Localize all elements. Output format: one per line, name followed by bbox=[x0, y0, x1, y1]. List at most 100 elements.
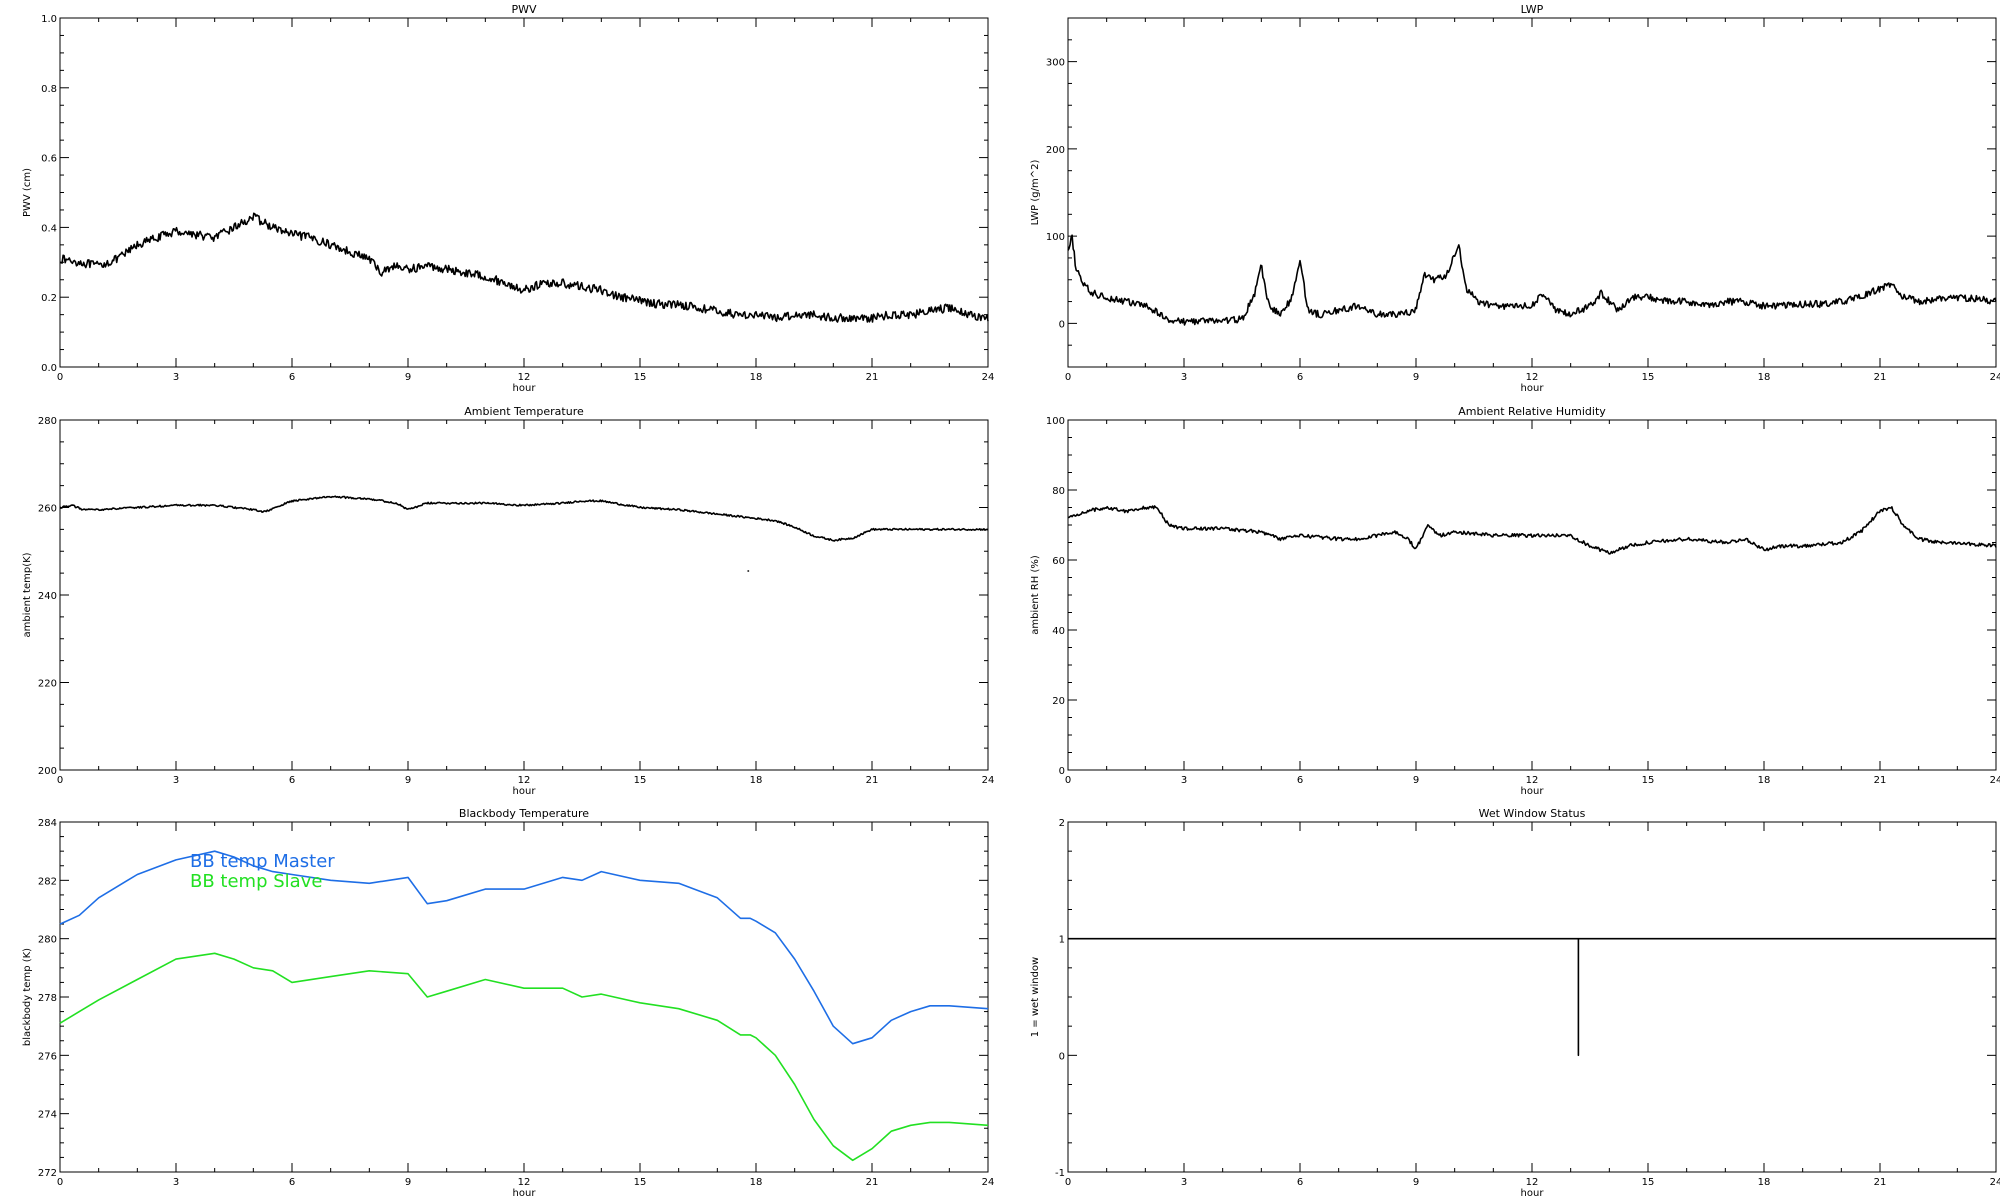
x-tick-label: 24 bbox=[982, 1177, 995, 1188]
y-tick-label: 272 bbox=[38, 1168, 57, 1179]
y-tick-label: 80 bbox=[1052, 486, 1065, 497]
chart-title: Wet Window Status bbox=[1479, 807, 1586, 820]
chart-title: LWP bbox=[1521, 3, 1544, 16]
y-tick-label: 20 bbox=[1052, 696, 1065, 707]
x-tick-label: 21 bbox=[1874, 1177, 1887, 1188]
y-tick-label: 280 bbox=[38, 416, 57, 427]
x-axis-label: hour bbox=[1521, 1188, 1545, 1199]
x-tick-label: 0 bbox=[1065, 775, 1071, 786]
x-tick-label: 3 bbox=[1181, 1177, 1187, 1188]
x-tick-label: 18 bbox=[1758, 1177, 1771, 1188]
x-tick-label: 15 bbox=[634, 1177, 647, 1188]
chart-ambient-relative-humidity: Ambient Relative Humidity 0 3 6 9 12 15 18 21 24 h… bbox=[1030, 405, 2000, 797]
x-tick-label: 9 bbox=[1413, 1177, 1419, 1188]
y-tick-label: 100 bbox=[1046, 232, 1065, 243]
x-tick-label: 12 bbox=[518, 1177, 531, 1188]
x-tick-label: 9 bbox=[1413, 775, 1419, 786]
x-tick-label: 18 bbox=[1758, 372, 1771, 383]
chart-lwp: LWP 0 3 6 9 12 15 18 21 24 hour 0 100 200 300 LWP (g/m^… bbox=[1030, 3, 2000, 394]
x-tick-label: 21 bbox=[866, 775, 879, 786]
x-axis-label: hour bbox=[1521, 786, 1545, 797]
x-tick-label: 0 bbox=[1065, 1177, 1071, 1188]
y-tick-label: 276 bbox=[38, 1051, 57, 1062]
legend-entry: BB temp Master bbox=[190, 851, 335, 872]
x-tick-label: 6 bbox=[1297, 1177, 1303, 1188]
y-tick-label: 0.2 bbox=[41, 293, 57, 304]
y-tick-label: 1.0 bbox=[41, 14, 57, 25]
x-tick-label: 0 bbox=[57, 372, 63, 383]
chart-blackbody-temperature: Blackbody Temperature 0 3 6 9 12 15 18 21 24 hour 2… bbox=[22, 807, 994, 1199]
x-tick-label: 9 bbox=[405, 775, 411, 786]
chart-title: Ambient Temperature bbox=[464, 405, 584, 418]
x-tick-label: 18 bbox=[1758, 775, 1771, 786]
x-tick-label: 12 bbox=[518, 775, 531, 786]
x-tick-label: 0 bbox=[1065, 372, 1071, 383]
plot-frame bbox=[59, 419, 989, 771]
chart-title: Ambient Relative Humidity bbox=[1458, 405, 1606, 418]
y-tick-label: 284 bbox=[38, 818, 57, 829]
x-tick-label: 24 bbox=[982, 372, 995, 383]
x-tick-label: 12 bbox=[1526, 1177, 1539, 1188]
series-line bbox=[1067, 234, 1997, 326]
x-tick-label: 6 bbox=[1297, 775, 1303, 786]
x-tick-label: 24 bbox=[982, 775, 995, 786]
x-tick-label: 6 bbox=[1297, 372, 1303, 383]
plot-frame bbox=[1067, 821, 1997, 1173]
x-axis-label: hour bbox=[513, 1188, 537, 1199]
y-tick-label: 0.8 bbox=[41, 84, 57, 95]
x-tick-label: 18 bbox=[750, 372, 763, 383]
y-tick-label: 240 bbox=[38, 591, 57, 602]
y-axis-label: blackbody temp (K) bbox=[22, 948, 33, 1046]
x-tick-label: 15 bbox=[1642, 372, 1655, 383]
y-tick-label: 1 bbox=[1059, 935, 1065, 946]
x-tick-label: 24 bbox=[1990, 372, 2000, 383]
x-tick-label: 21 bbox=[1874, 372, 1887, 383]
y-axis-label: ambient RH (%) bbox=[1030, 555, 1041, 635]
x-tick-label: 21 bbox=[866, 372, 879, 383]
series-line bbox=[59, 495, 989, 542]
x-tick-label: 12 bbox=[1526, 775, 1539, 786]
x-tick-label: 24 bbox=[1990, 1177, 2000, 1188]
x-tick-label: 15 bbox=[1642, 775, 1655, 786]
y-tick-label: 0 bbox=[1059, 766, 1065, 777]
x-axis-label: hour bbox=[513, 786, 537, 797]
chart-pwv: PWV 0 3 6 9 12 15 18 21 24 hour 0.0 0.2 0.4 0.6 0.8 1.0 P… bbox=[22, 3, 994, 394]
x-tick-label: 24 bbox=[1990, 775, 2000, 786]
y-tick-label: 280 bbox=[38, 935, 57, 946]
x-tick-label: 12 bbox=[1526, 372, 1539, 383]
x-tick-label: 9 bbox=[405, 372, 411, 383]
series-line bbox=[1067, 505, 1997, 555]
plot-frame bbox=[1067, 17, 1997, 368]
x-tick-label: 6 bbox=[289, 372, 295, 383]
x-tick-label: 3 bbox=[173, 775, 179, 786]
x-axis-label: hour bbox=[1521, 383, 1545, 394]
y-axis-label: ambient temp(K) bbox=[22, 552, 33, 637]
y-tick-label: 282 bbox=[38, 876, 57, 887]
x-tick-label: 18 bbox=[750, 1177, 763, 1188]
y-tick-label: 40 bbox=[1052, 626, 1065, 637]
legend-entry: BB temp Slave bbox=[190, 871, 322, 892]
y-tick-label: 0.4 bbox=[41, 223, 57, 234]
y-tick-label: -1 bbox=[1055, 1168, 1065, 1179]
chart-title: PWV bbox=[511, 3, 537, 16]
y-tick-label: 0.0 bbox=[41, 363, 57, 374]
series-line bbox=[59, 212, 989, 323]
y-tick-label: 260 bbox=[38, 504, 57, 515]
y-tick-label: 2 bbox=[1059, 818, 1065, 829]
x-tick-label: 3 bbox=[173, 372, 179, 383]
y-tick-label: 274 bbox=[38, 1110, 57, 1121]
x-axis-label: hour bbox=[513, 383, 537, 394]
y-tick-label: 60 bbox=[1052, 556, 1065, 567]
y-axis-label: 1 = wet window bbox=[1030, 957, 1041, 1037]
y-tick-label: 0 bbox=[1059, 1051, 1065, 1062]
y-tick-label: 100 bbox=[1046, 416, 1065, 427]
y-tick-label: 0.6 bbox=[41, 154, 57, 165]
x-tick-label: 15 bbox=[1642, 1177, 1655, 1188]
chart-ambient-temperature: Ambient Temperature 0 3 6 9 12 15 18 21 24 hour 200… bbox=[22, 405, 994, 797]
x-tick-label: 3 bbox=[173, 1177, 179, 1188]
x-tick-label: 6 bbox=[289, 1177, 295, 1188]
x-tick-label: 15 bbox=[634, 775, 647, 786]
series-line bbox=[1068, 937, 1996, 1057]
